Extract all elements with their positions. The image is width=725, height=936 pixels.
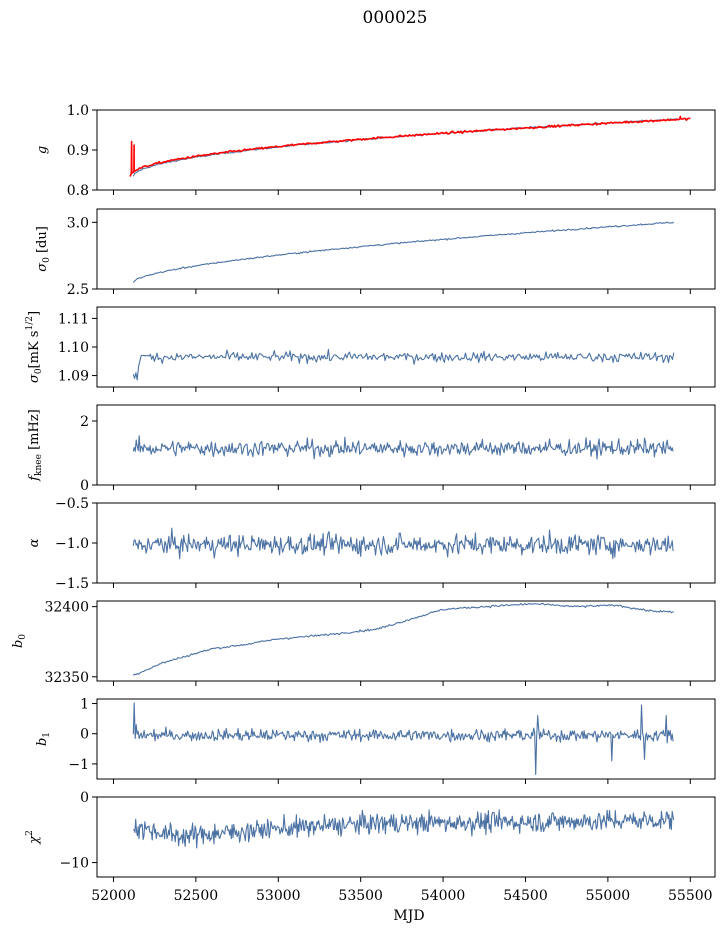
axes-frame-b1	[96, 698, 716, 780]
y-tick-label-sigma0_du-0: 2.5	[67, 282, 89, 298]
axes-frame-b0	[96, 600, 716, 682]
y-tick-label-b1-0: −1	[68, 757, 89, 773]
panels-group: 0.8 0.9 1.0 g 2.5 3.0 σ0 [du] 1.09 1.10 1.11 σ0[mK…	[11, 103, 716, 882]
series-line-sigma0_mk-0	[132, 348, 675, 381]
y-tick-label-b0-0: 32350	[44, 670, 89, 686]
series-line-g-0	[132, 118, 678, 177]
y-tick-label-chi2-0: −10	[59, 856, 89, 872]
x-tick-label-0: 52000	[91, 888, 136, 904]
y-tick-label-g-1: 0.9	[67, 143, 89, 159]
y-tick-label-alpha-1: −1.0	[55, 536, 89, 552]
axes-frame-sigma0_mk	[96, 306, 716, 388]
y-axis-label-b0: b0	[11, 634, 28, 648]
panel-chi2: −10 0 χ2	[25, 790, 716, 882]
y-tick-label-alpha-0: −1.5	[55, 576, 89, 592]
x-axis-label: MJD	[393, 908, 424, 924]
x-tick-label-5: 54500	[503, 888, 548, 904]
x-tick-label-4: 54000	[421, 888, 466, 904]
y-tick-label-b1-1: 0	[80, 727, 89, 743]
series-line-b0-0	[132, 602, 674, 676]
y-tick-label-sigma0_mk-2: 1.11	[58, 311, 89, 327]
y-tick-label-chi2-1: 0	[80, 790, 89, 806]
y-tick-label-sigma0_mk-1: 1.10	[58, 340, 89, 356]
panel-b0: 32350 32400 b0	[11, 600, 716, 686]
x-tick-label-7: 55500	[668, 888, 713, 904]
series-line-chi2-0	[133, 809, 675, 849]
x-tick-label-2: 53000	[256, 888, 301, 904]
y-tick-label-g-2: 1.0	[67, 103, 89, 119]
y-tick-label-b0-1: 32400	[44, 600, 89, 616]
series-line-b1-0	[132, 702, 674, 776]
y-tick-label-fknee-1: 2	[80, 414, 89, 430]
series-line-alpha-0	[132, 527, 674, 560]
axes-frame-fknee	[96, 404, 716, 486]
y-tick-label-g-0: 0.8	[67, 183, 89, 199]
y-tick-label-sigma0_mk-0: 1.09	[58, 369, 89, 385]
panel-fknee: 0 2 fknee [mHz]	[27, 404, 716, 494]
y-axis-label-alpha: α	[27, 538, 42, 547]
y-tick-label-sigma0_du-1: 3.0	[67, 215, 89, 231]
y-axis-label-sigma0_mk: σ0[mK s1/2]	[25, 311, 44, 383]
panel-alpha: −1.5 −1.0 −0.5 α	[27, 496, 716, 592]
panel-g: 0.8 0.9 1.0 g	[35, 103, 716, 199]
x-tick-label-3: 53500	[338, 888, 383, 904]
figure-title: 000025	[363, 8, 428, 28]
y-tick-label-alpha-2: −0.5	[55, 496, 89, 512]
y-axis-label-g: g	[35, 146, 50, 154]
x-tick-label-6: 55000	[586, 888, 631, 904]
y-tick-label-b1-2: 1	[80, 697, 89, 713]
x-axis-group: 52000 52500 53000 53500 54000 54500 55000 55500…	[91, 888, 712, 924]
axes-frame-chi2	[96, 796, 716, 878]
panel-sigma0_mk: 1.09 1.10 1.11 σ0[mK s1/2]	[25, 306, 716, 392]
y-axis-label-b1: b1	[35, 732, 52, 746]
series-line-fknee-0	[132, 435, 674, 460]
axes-frame-sigma0_du	[96, 208, 716, 290]
panel-sigma0_du: 2.5 3.0 σ0 [du]	[35, 208, 716, 298]
x-tick-label-1: 52500	[174, 888, 219, 904]
y-axis-label-chi2: χ2	[25, 830, 42, 845]
y-axis-label-sigma0_du: σ0 [du]	[35, 226, 52, 272]
y-axis-label-fknee: fknee [mHz]	[27, 409, 44, 482]
series-line-sigma0_du-0	[132, 221, 675, 283]
series-line-g-1	[129, 115, 691, 177]
panel-b1: −1 0 1 b1	[35, 697, 716, 784]
y-tick-label-fknee-0: 0	[80, 478, 89, 494]
